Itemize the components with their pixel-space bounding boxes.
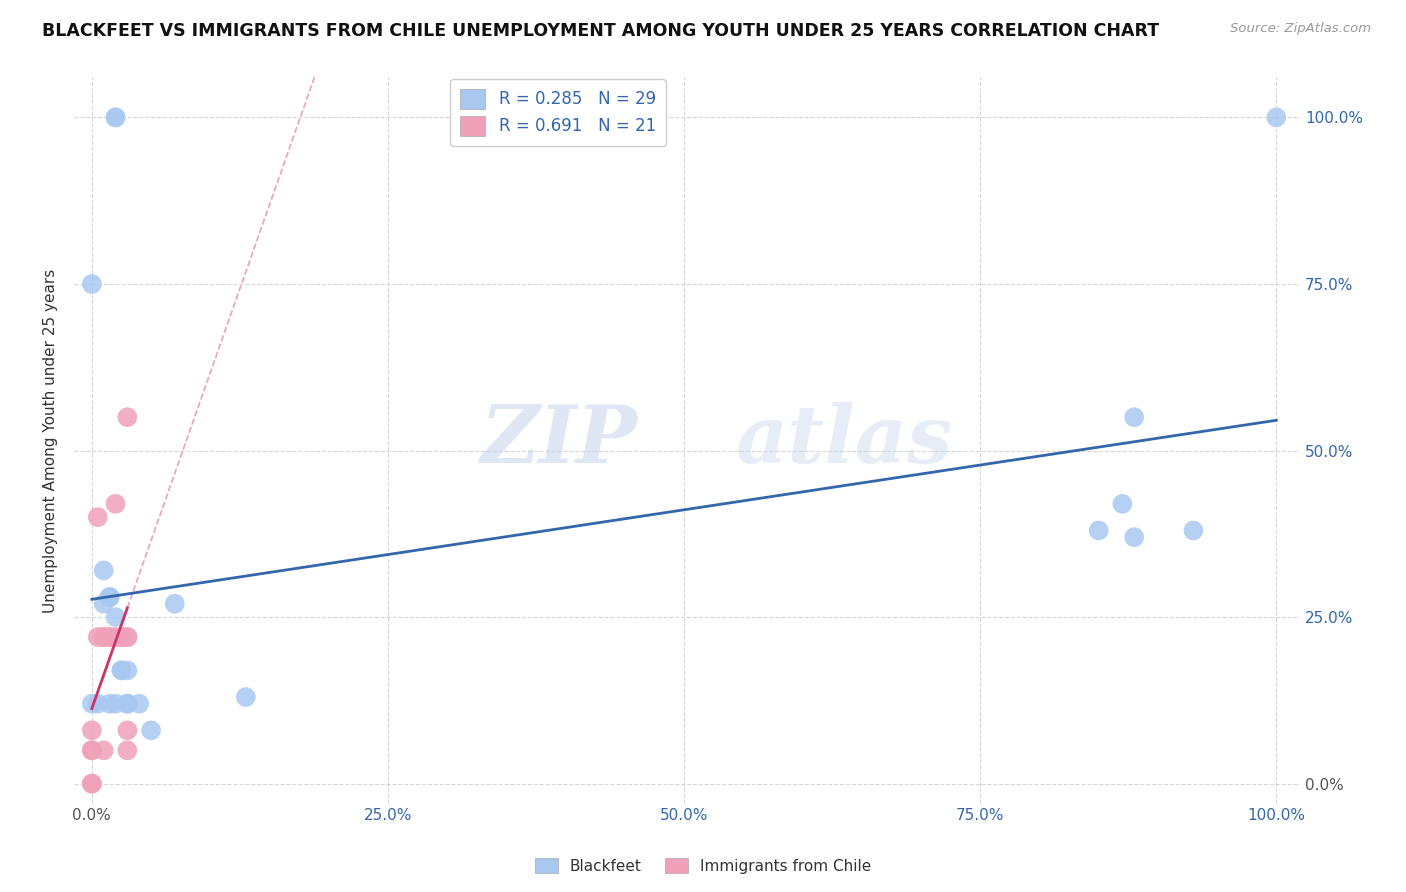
Point: [117, 697, 139, 711]
Point: [117, 630, 139, 644]
Point: [98, 590, 121, 604]
Point: [110, 630, 132, 644]
Point: [93, 564, 115, 578]
Text: ZIP: ZIP: [481, 401, 638, 479]
Point: [93, 630, 115, 644]
Point: [80, 723, 103, 738]
Point: [80, 743, 103, 757]
Point: [110, 630, 132, 644]
Point: [87, 510, 110, 524]
Point: [80, 697, 103, 711]
Point: [1111, 497, 1133, 511]
Point: [104, 497, 127, 511]
Point: [117, 630, 139, 644]
Point: [80, 277, 103, 291]
Legend: Blackfeet, Immigrants from Chile: Blackfeet, Immigrants from Chile: [529, 852, 877, 880]
Point: [128, 697, 150, 711]
Point: [80, 777, 103, 791]
Point: [117, 410, 139, 425]
Point: [93, 597, 115, 611]
Point: [98, 630, 121, 644]
Point: [1182, 524, 1205, 538]
Point: [98, 590, 121, 604]
Text: atlas: atlas: [737, 401, 953, 479]
Point: [98, 697, 121, 711]
Point: [87, 630, 110, 644]
Legend: R = 0.285   N = 29, R = 0.691   N = 21: R = 0.285 N = 29, R = 0.691 N = 21: [450, 78, 666, 146]
Point: [1087, 524, 1109, 538]
Point: [1265, 111, 1288, 125]
Point: [139, 723, 162, 738]
Point: [117, 664, 139, 678]
Point: [98, 630, 121, 644]
Point: [104, 630, 127, 644]
Text: BLACKFEET VS IMMIGRANTS FROM CHILE UNEMPLOYMENT AMONG YOUTH UNDER 25 YEARS CORRE: BLACKFEET VS IMMIGRANTS FROM CHILE UNEMP…: [42, 22, 1160, 40]
Point: [163, 597, 186, 611]
Point: [1123, 530, 1146, 544]
Point: [93, 743, 115, 757]
Point: [1123, 410, 1146, 425]
Point: [104, 610, 127, 624]
Point: [93, 630, 115, 644]
Point: [104, 111, 127, 125]
Point: [117, 723, 139, 738]
Point: [110, 664, 132, 678]
Point: [87, 697, 110, 711]
Point: [117, 743, 139, 757]
Point: [80, 777, 103, 791]
Text: Source: ZipAtlas.com: Source: ZipAtlas.com: [1230, 22, 1371, 36]
Point: [235, 690, 257, 704]
Point: [80, 743, 103, 757]
Point: [104, 697, 127, 711]
Y-axis label: Unemployment Among Youth under 25 years: Unemployment Among Youth under 25 years: [44, 268, 58, 613]
Point: [104, 111, 127, 125]
Point: [110, 664, 132, 678]
Point: [117, 697, 139, 711]
